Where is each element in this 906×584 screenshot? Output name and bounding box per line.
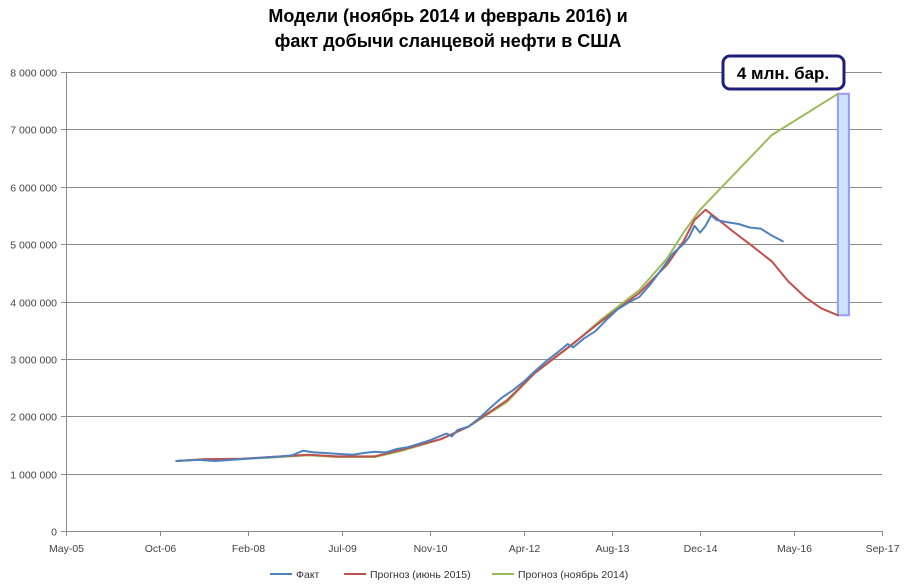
series-line-forecast-june-2015 bbox=[175, 208, 839, 462]
x-tick-label: Sep-17 bbox=[866, 543, 900, 555]
x-tick-label: Feb-08 bbox=[232, 543, 265, 555]
x-tick-label: May-05 bbox=[49, 543, 84, 555]
y-tick-label: 1 000 000 bbox=[10, 470, 57, 482]
axes bbox=[66, 72, 883, 536]
x-tick-label: Aug-13 bbox=[596, 543, 630, 555]
y-tick-label: 7 000 000 bbox=[10, 125, 57, 137]
y-tick-label: 2 000 000 bbox=[10, 412, 57, 424]
x-tick-label: Oct-06 bbox=[145, 543, 177, 555]
highlight-band bbox=[836, 92, 850, 317]
series-line-fact bbox=[175, 214, 784, 462]
annotation-box bbox=[721, 54, 846, 91]
y-tick-label: 4 000 000 bbox=[10, 298, 57, 310]
y-tick-label: 5 000 000 bbox=[10, 240, 57, 252]
x-tick-label: Apr-12 bbox=[509, 543, 541, 555]
y-tick-label: 3 000 000 bbox=[10, 355, 57, 367]
y-tick-label: 6 000 000 bbox=[10, 183, 57, 195]
chart-title-line-1: Модели (ноябрь 2014 и февраль 2016) и bbox=[268, 6, 627, 26]
x-tick-label: Jul-09 bbox=[328, 543, 357, 555]
legend: Факт Прогноз (июнь 2015) Прогноз (ноябрь… bbox=[270, 569, 628, 581]
annotation-text: 4 млн. бар. bbox=[737, 64, 829, 83]
chart-title-line-2: факт добычи сланцевой нефти в США bbox=[275, 31, 622, 51]
legend-label-forecast-june-2015: Прогноз (июнь 2015) bbox=[370, 569, 471, 581]
gridlines bbox=[61, 72, 882, 532]
legend-label-forecast-november-2014: Прогноз (ноябрь 2014) bbox=[518, 569, 628, 581]
annotation-callout: 4 млн. бар. bbox=[721, 54, 846, 91]
y-tick-label: 0 bbox=[51, 527, 57, 539]
x-tick-label: Dec-14 bbox=[684, 543, 718, 555]
x-tick-label: May-16 bbox=[777, 543, 812, 555]
y-axis-tick-labels: 0 1 000 000 2 000 000 3 000 000 4 000 000 5 0… bbox=[10, 68, 57, 539]
x-axis-tick-labels: May-05 Oct-06 Feb-08 Jul-09 Nov-10 Apr-12 Aug-… bbox=[49, 543, 900, 555]
x-tick-label: Nov-10 bbox=[414, 543, 448, 555]
highlight-band-layer bbox=[836, 92, 850, 317]
y-tick-label: 8 000 000 bbox=[10, 68, 57, 80]
series-lines bbox=[175, 92, 839, 462]
legend-label-fact: Факт bbox=[296, 569, 320, 581]
